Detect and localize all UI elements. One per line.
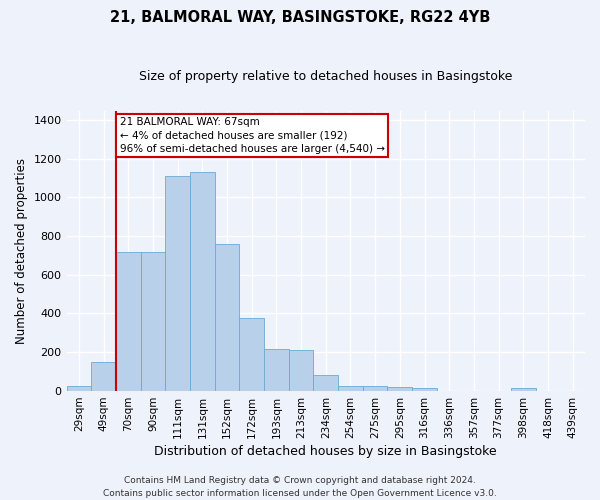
- X-axis label: Distribution of detached houses by size in Basingstoke: Distribution of detached houses by size …: [154, 444, 497, 458]
- Bar: [190, 172, 215, 390]
- Text: 21, BALMORAL WAY, BASINGSTOKE, RG22 4YB: 21, BALMORAL WAY, BASINGSTOKE, RG22 4YB: [110, 10, 490, 25]
- Title: Size of property relative to detached houses in Basingstoke: Size of property relative to detached ho…: [139, 70, 512, 83]
- Bar: [165, 176, 190, 390]
- Text: Contains HM Land Registry data © Crown copyright and database right 2024.
Contai: Contains HM Land Registry data © Crown c…: [103, 476, 497, 498]
- Bar: [116, 252, 140, 390]
- Bar: [511, 388, 536, 390]
- Bar: [67, 386, 91, 390]
- Bar: [388, 386, 412, 390]
- Bar: [215, 244, 239, 390]
- Bar: [264, 349, 289, 391]
- Y-axis label: Number of detached properties: Number of detached properties: [15, 158, 28, 344]
- Text: 21 BALMORAL WAY: 67sqm
← 4% of detached houses are smaller (192)
96% of semi-det: 21 BALMORAL WAY: 67sqm ← 4% of detached …: [119, 118, 385, 154]
- Bar: [412, 388, 437, 390]
- Bar: [338, 386, 363, 390]
- Bar: [91, 362, 116, 390]
- Bar: [313, 375, 338, 390]
- Bar: [289, 350, 313, 391]
- Bar: [363, 386, 388, 390]
- Bar: [239, 318, 264, 390]
- Bar: [140, 252, 165, 390]
